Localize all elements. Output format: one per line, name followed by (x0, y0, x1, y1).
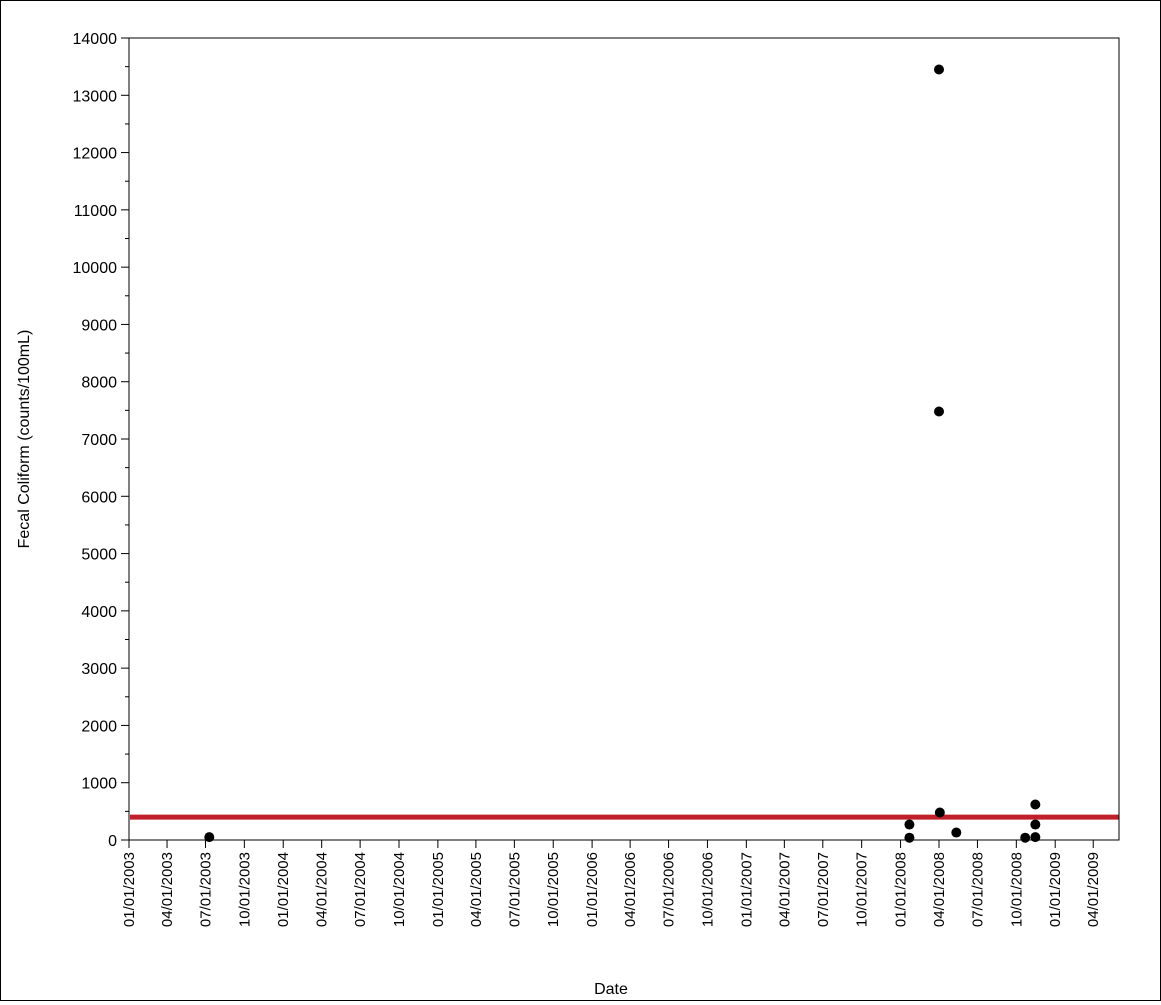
x-tick-label: 07/01/2008 (969, 852, 986, 927)
y-axis: 0 1000 2000 3000 4000 5000 6000 7000 8000 9000 100… (73, 31, 129, 850)
plot-area (128, 37, 1120, 841)
x-tick-label: 04/01/2007 (776, 852, 793, 927)
data-point (934, 64, 944, 75)
x-tick-label: 07/01/2007 (815, 852, 832, 927)
data-point (904, 819, 915, 830)
x-tick-label: 01/01/2003 (121, 852, 138, 927)
x-tick-label: 10/01/2005 (545, 852, 562, 927)
y-tick-label: 0 (108, 833, 117, 850)
x-tick-label: 04/01/2008 (931, 852, 948, 927)
y-tick-label: 4000 (81, 604, 117, 621)
y-tick-label: 9000 (81, 317, 117, 334)
x-tick-label: 10/01/2004 (391, 852, 408, 927)
data-point (951, 827, 962, 838)
x-tick-label: 10/01/2006 (699, 852, 716, 927)
x-tick-label: 07/01/2004 (352, 852, 369, 927)
data-point (1030, 819, 1041, 830)
data-point (934, 807, 945, 818)
x-tick-label: 10/01/2007 (854, 852, 871, 927)
x-tick-label: 01/01/2009 (1047, 852, 1064, 927)
data-point (204, 832, 215, 843)
y-tick-label: 12000 (73, 146, 118, 163)
x-tick-label: 01/01/2004 (275, 852, 292, 927)
x-axis: 01/01/2003 04/01/2003 07/01/2003 10/01/2003… (121, 840, 1102, 927)
y-tick-label: 8000 (81, 375, 117, 392)
y-tick-label: 14000 (73, 31, 118, 48)
x-axis-label: Date (594, 981, 628, 998)
x-tick-label: 01/01/2007 (738, 852, 755, 927)
x-tick-label: 01/01/2008 (893, 852, 910, 927)
x-tick-label: 10/01/2008 (1008, 852, 1025, 927)
x-tick-label: 07/01/2006 (661, 852, 678, 927)
data-point (1030, 799, 1041, 810)
y-tick-label: 3000 (81, 661, 117, 678)
y-tick-label: 11000 (74, 203, 117, 220)
y-tick-label: 13000 (73, 88, 118, 105)
x-tick-label: 04/01/2004 (314, 852, 331, 927)
y-tick-label: 7000 (81, 432, 117, 449)
x-tick-label: 04/01/2009 (1085, 852, 1102, 927)
y-tick-label: 5000 (81, 547, 117, 564)
x-tick-label: 10/01/2003 (236, 852, 253, 927)
x-tick-label: 01/01/2005 (430, 852, 447, 927)
x-tick-label: 04/01/2005 (468, 852, 485, 927)
y-tick-label: 6000 (81, 489, 117, 506)
y-tick-label: 10000 (73, 260, 118, 277)
data-point (1030, 832, 1041, 843)
y-tick-label: 1000 (81, 776, 117, 793)
x-tick-label: 01/01/2006 (584, 852, 601, 927)
x-tick-label: 07/01/2003 (197, 852, 214, 927)
x-tick-label: 04/01/2006 (622, 852, 639, 927)
data-point (904, 832, 915, 843)
y-axis-label: Fecal Coliform (counts/100mL) (16, 330, 33, 549)
data-points (204, 64, 1041, 843)
x-tick-label: 04/01/2003 (159, 852, 176, 927)
y-tick-label: 2000 (81, 718, 117, 735)
data-point (1020, 832, 1031, 843)
x-tick-label: 07/01/2005 (506, 852, 523, 927)
data-point (934, 406, 944, 417)
